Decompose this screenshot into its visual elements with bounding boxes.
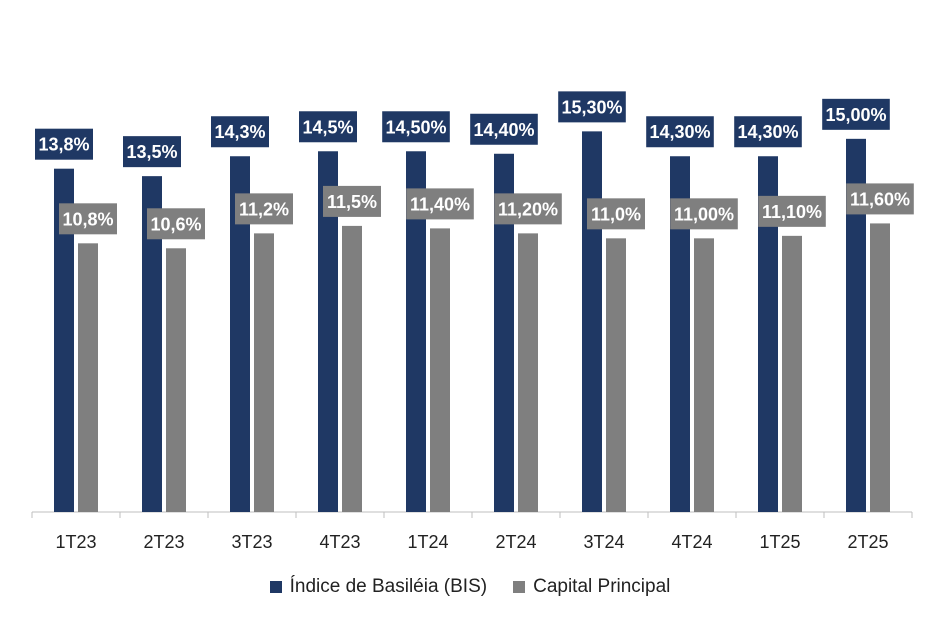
data-label-bis-2T23: 13,5% [126,142,177,162]
bar-capital-principal-3T24 [606,238,626,512]
bar-capital-principal-4T23 [342,225,362,512]
data-label-capital-principal-1T25: 11,10% [762,202,822,222]
bar-capital-principal-3T23 [254,233,274,513]
data-label-box-bis-1T25 [734,116,802,148]
data-label-capital-principal-2T23: 10,6% [150,214,201,234]
bar-bis-1T23 [54,168,74,512]
data-label-bis-4T24: 14,30% [649,122,710,142]
data-label-bis-2T24: 14,40% [473,120,534,140]
bar-bis-4T23 [318,151,338,512]
x-tick-label-3T23: 3T23 [231,532,272,552]
bar-capital-principal-1T23 [78,243,98,512]
data-label-capital-principal-4T24: 11,00% [674,204,734,224]
data-label-box-bis-2T24 [470,113,538,145]
data-label-capital-principal-2T25: 11,60% [850,189,910,209]
data-label-capital-principal-1T23: 10,8% [62,209,113,229]
bar-capital-principal-1T25 [782,235,802,513]
data-label-box-bis-2T25 [822,98,890,130]
x-tick-label-2T23: 2T23 [143,532,184,552]
data-label-box-capital-principal-1T25 [758,195,826,227]
bar-capital-principal-2T24 [518,233,538,513]
bar-bis-3T23 [230,156,250,512]
data-label-capital-principal-2T24: 11,20% [498,199,558,219]
bar-capital-principal-2T23 [166,248,186,513]
data-label-box-capital-principal-4T24 [670,198,738,230]
legend: Índice de Basiléia (BIS) Capital Princip… [0,576,940,598]
bar-bis-3T24 [582,131,602,513]
data-label-box-bis-3T23 [211,116,269,148]
data-label-box-bis-4T23 [299,111,357,143]
x-tick-label-1T23: 1T23 [55,532,96,552]
data-label-bis-1T23: 13,8% [38,135,89,155]
bar-capital-principal-2T25 [870,223,890,513]
x-tick-label-1T25: 1T25 [759,532,800,552]
data-label-bis-3T23: 14,3% [214,122,265,142]
data-label-box-bis-1T23 [35,128,93,160]
x-tick-label-2T24: 2T24 [495,532,536,552]
legend-item-capital-principal[interactable]: Capital Principal [513,576,670,598]
data-label-capital-principal-3T24: 11,0% [591,204,641,224]
x-tick-label-2T25: 2T25 [847,532,888,552]
bar-bis-1T24 [406,151,426,512]
data-label-bis-1T24: 14,50% [385,117,446,137]
data-label-capital-principal-1T24: 11,40% [410,194,470,214]
data-label-box-bis-4T24 [646,116,714,148]
data-label-box-capital-principal-1T24 [406,188,474,220]
data-label-box-bis-1T24 [382,111,450,143]
data-label-box-capital-principal-3T23 [235,193,293,225]
bar-bis-4T24 [670,156,690,512]
data-label-box-capital-principal-2T24 [494,193,562,225]
legend-item-bis[interactable]: Índice de Basiléia (BIS) [269,576,488,598]
x-tick-label-3T24: 3T24 [583,532,624,552]
data-label-box-capital-principal-2T25 [846,183,914,215]
data-label-bis-2T25: 15,00% [825,105,886,125]
bar-bis-1T25 [758,156,778,512]
bar-bis-2T24 [494,153,514,512]
legend-swatch-capital-principal [513,581,526,593]
bar-bis-2T23 [142,176,162,512]
bar-capital-principal-1T24 [430,228,450,512]
data-label-box-capital-principal-2T23 [147,208,205,240]
bar-bis-2T25 [846,138,866,512]
data-label-bis-4T23: 14,5% [302,117,353,137]
legend-swatch-bis [269,581,282,593]
data-label-bis-3T24: 15,30% [561,97,622,117]
data-label-box-capital-principal-3T24 [587,198,645,230]
x-tick-label-4T24: 4T24 [671,532,712,552]
data-label-box-capital-principal-4T23 [323,185,381,217]
data-label-capital-principal-3T23: 11,2% [239,199,289,219]
data-label-capital-principal-4T23: 11,5% [327,192,377,212]
bar-capital-principal-4T24 [694,238,714,512]
data-label-box-capital-principal-1T23 [59,203,117,235]
data-label-bis-1T25: 14,30% [737,122,798,142]
x-tick-label-1T24: 1T24 [407,532,448,552]
legend-label-bis: Índice de Basiléia (BIS) [289,576,488,597]
data-label-box-bis-3T24 [558,91,626,123]
data-label-box-bis-2T23 [123,136,181,168]
legend-label-capital-principal: Capital Principal [533,576,671,597]
x-tick-label-4T23: 4T23 [319,532,360,552]
